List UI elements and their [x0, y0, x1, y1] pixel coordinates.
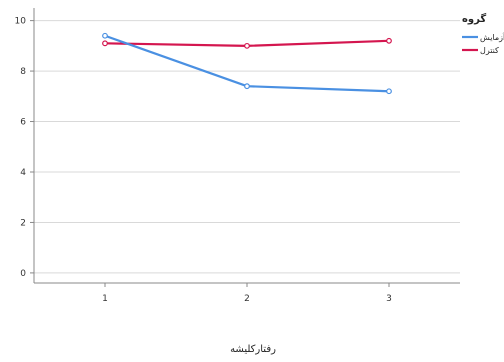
- legend-items: آزمایش کنترل: [462, 32, 504, 55]
- y-tick-label: 0: [20, 269, 26, 279]
- legend: گروه آزمایش کنترل: [462, 12, 504, 55]
- x-tick-labels: 1 2 3: [102, 283, 392, 304]
- data-point: [102, 40, 108, 47]
- data-point: [386, 88, 392, 95]
- axis-layer: [33, 8, 460, 284]
- y-tick-label: 2: [20, 218, 26, 228]
- grid-layer: [30, 20, 460, 274]
- data-point: [386, 37, 392, 44]
- legend-title: گروه: [462, 12, 486, 25]
- data-point: [244, 42, 250, 49]
- x-tick-label: 2: [244, 294, 250, 304]
- x-tick-label: 3: [386, 294, 392, 304]
- y-tick-label: 10: [15, 17, 27, 27]
- y-tick-label: 8: [20, 67, 26, 77]
- series-layer: [102, 32, 392, 95]
- legend-label: کنترل: [480, 46, 499, 55]
- y-tick-label: 6: [20, 118, 26, 128]
- y-tick-labels: 0 2 4 6 8 10: [15, 17, 27, 279]
- data-point: [244, 83, 250, 90]
- x-tick-label: 1: [102, 294, 108, 304]
- y-tick-label: 4: [20, 168, 26, 178]
- data-point: [102, 32, 108, 39]
- legend-label: آزمایش: [480, 32, 504, 42]
- x-axis-title: رفتارکلیشه: [230, 344, 276, 355]
